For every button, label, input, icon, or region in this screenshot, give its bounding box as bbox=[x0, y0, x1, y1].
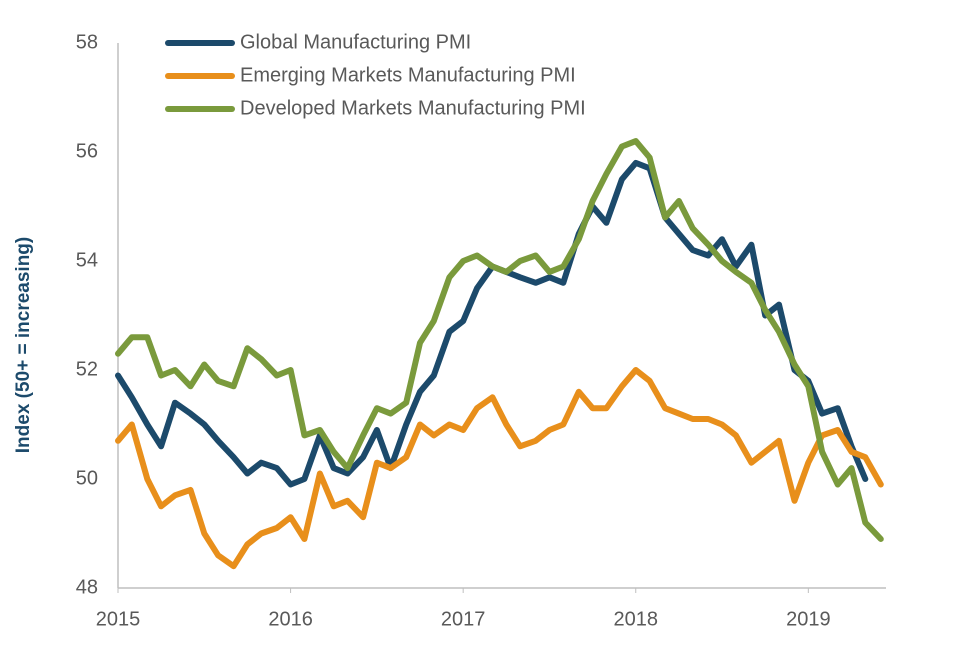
y-tick-label: 54 bbox=[76, 249, 98, 271]
y-tick-label: 50 bbox=[76, 467, 98, 489]
x-tick-label: 2017 bbox=[441, 608, 486, 630]
series-line bbox=[115, 367, 884, 570]
legend-label: Emerging Markets Manufacturing PMI bbox=[240, 64, 576, 86]
y-tick-label: 58 bbox=[76, 31, 98, 53]
x-tick-label: 2016 bbox=[268, 608, 313, 630]
legend-label: Developed Markets Manufacturing PMI bbox=[240, 97, 586, 119]
x-tick-label: 2019 bbox=[786, 608, 831, 630]
legend-label: Global Manufacturing PMI bbox=[240, 31, 471, 53]
y-axis-label: Index (50+ = increasing) bbox=[13, 237, 34, 453]
series-line bbox=[115, 138, 884, 542]
y-tick-label: 48 bbox=[76, 576, 98, 598]
x-tick-label: 2015 bbox=[96, 608, 141, 630]
x-tick-label: 2018 bbox=[614, 608, 659, 630]
y-tick-label: 52 bbox=[76, 358, 98, 380]
y-tick-label: 56 bbox=[76, 140, 98, 162]
series-line bbox=[115, 159, 869, 488]
